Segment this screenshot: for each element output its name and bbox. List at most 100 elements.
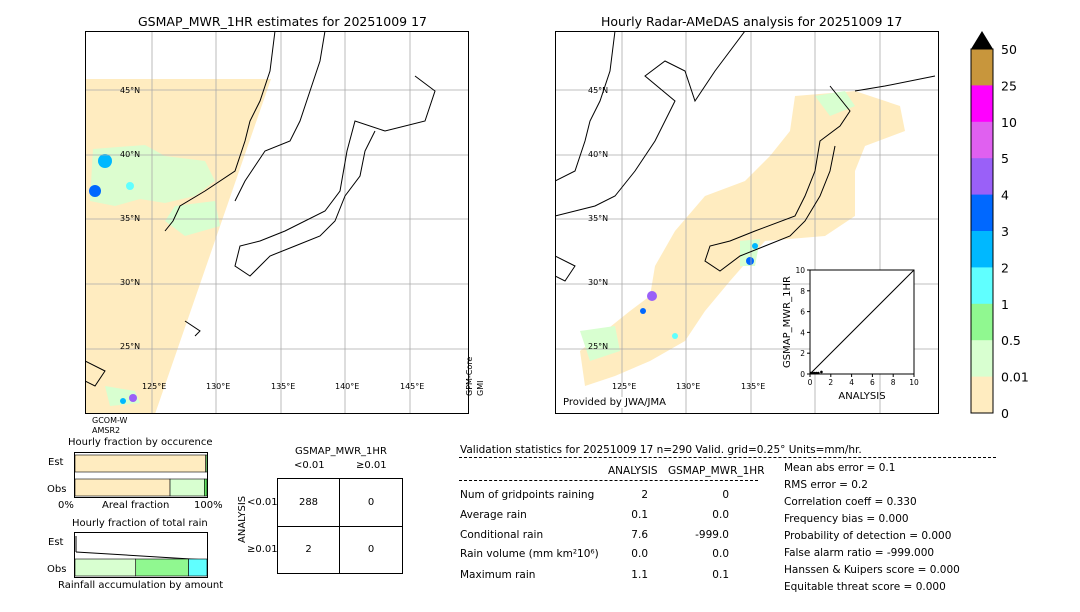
fraction-bar-segment bbox=[188, 558, 208, 577]
fraction-bar-segment bbox=[74, 558, 137, 577]
score-line: Frequency bias = 0.000 bbox=[784, 513, 909, 525]
score-line: False alarm ratio = -999.000 bbox=[784, 547, 935, 559]
validation-header: Validation statistics for 20251009 17 n=… bbox=[460, 444, 862, 456]
validation-col-gsmap: GSMAP_MWR_1HR bbox=[668, 465, 765, 477]
colorbar-swatch bbox=[971, 340, 993, 378]
totalrain-xlabel: Rainfall accumulation by amount bbox=[58, 580, 224, 591]
scatter-ytick-label: 8 bbox=[800, 287, 805, 296]
validation-row-gsmap: 0.0 bbox=[712, 509, 729, 521]
lon-label: 135°E bbox=[271, 382, 295, 391]
right-map-rain-patch bbox=[815, 91, 855, 116]
colorbar-label: 2 bbox=[1001, 260, 1009, 275]
left-map-title: GSMAP_MWR_1HR estimates for 20251009 17 bbox=[138, 14, 427, 29]
lon-label: 140°E bbox=[335, 382, 359, 391]
lat-label: 30°N bbox=[588, 278, 608, 287]
validation-row-analysis: 0.0 bbox=[631, 548, 648, 560]
fraction-bar-segment bbox=[169, 478, 205, 497]
validation-row-label: Average rain bbox=[460, 509, 527, 521]
scatter-point bbox=[814, 371, 818, 375]
right-map-rain-cell bbox=[640, 308, 646, 314]
data-credit: Provided by JWA/JMA bbox=[561, 397, 668, 408]
lat-label: 40°N bbox=[588, 150, 608, 159]
lon-label: 125°E bbox=[142, 382, 166, 391]
occurrence-xlabel: Areal fraction bbox=[102, 500, 170, 511]
scatter-point bbox=[817, 371, 820, 375]
validation-row-gsmap: 0.0 bbox=[712, 548, 729, 560]
colorbar-label: 10 bbox=[1001, 115, 1017, 130]
scatter-ytick-label: 4 bbox=[800, 328, 805, 337]
colorbar-label: 1 bbox=[1001, 297, 1009, 312]
left-map-rain-cell bbox=[129, 394, 137, 402]
validation-row-label: Maximum rain bbox=[460, 569, 536, 581]
right-map-rain-cell bbox=[752, 243, 758, 249]
left-map-rain-cell bbox=[89, 185, 101, 197]
score-line: Mean abs error = 0.1 bbox=[784, 462, 896, 474]
colorbar-label: 0 bbox=[1001, 406, 1009, 418]
validation-row-gsmap: 0.1 bbox=[712, 569, 729, 581]
right-map-rain-cell bbox=[672, 333, 678, 339]
lat-label: 25°N bbox=[120, 342, 140, 351]
validation-row-analysis: 1.1 bbox=[631, 569, 648, 581]
validation-col-analysis: ANALYSIS bbox=[608, 465, 658, 477]
left-map-rain-patch bbox=[90, 145, 215, 206]
occurrence-title: Hourly fraction by occurence bbox=[68, 437, 213, 448]
colorbar: 50 25 10 5 4 3 2 1 0.5 0.01 0 bbox=[970, 31, 1029, 418]
right-map-coverage bbox=[580, 91, 905, 386]
scatter-ytick-label: 10 bbox=[795, 266, 805, 275]
scatter-reference-line bbox=[809, 269, 915, 375]
colorbar-label: 3 bbox=[1001, 224, 1009, 239]
lon-label: 130°E bbox=[676, 382, 700, 391]
occurrence-bars bbox=[74, 452, 208, 498]
contingency-cell: 0 bbox=[367, 497, 375, 508]
colorbar-swatch bbox=[971, 158, 993, 196]
right-map-rain-patch bbox=[580, 326, 620, 361]
scatter-xlabel: ANALYSIS bbox=[838, 391, 885, 402]
scatter-xtick-label: 8 bbox=[891, 378, 896, 387]
fraction-bar-segment bbox=[74, 478, 171, 497]
right-map-rain-cell bbox=[647, 291, 657, 301]
colorbar-swatch bbox=[971, 121, 993, 159]
scatter-point bbox=[812, 371, 816, 375]
left-map: 45°N 40°N 35°N 30°N 25°N 125°E 130°E 135… bbox=[85, 31, 469, 414]
sensor-right-2: GMI bbox=[476, 380, 485, 396]
scatter-xtick-label: 2 bbox=[828, 378, 833, 387]
totalrain-est-label: Est bbox=[48, 537, 64, 548]
lat-label: 45°N bbox=[120, 86, 140, 95]
sensor-right-1: GPM-Core bbox=[465, 356, 474, 396]
scatter-plot: 0 2 4 6 8 10 0 2 4 6 8 10 ANALYSIS GSMAP_MWR_1HR bbox=[782, 266, 919, 402]
colorbar-label: 0.5 bbox=[1001, 333, 1021, 348]
left-map-rain-cell bbox=[120, 398, 126, 404]
totalrain-obs-label: Obs bbox=[47, 564, 67, 575]
sensor-left-1: GCOM-W bbox=[92, 416, 128, 425]
score-line: Equitable threat score = 0.000 bbox=[784, 581, 946, 593]
totalrain-title: Hourly fraction of total rain bbox=[72, 518, 208, 529]
colorbar-label: 25 bbox=[1001, 78, 1017, 93]
validation-row-gsmap: -999.0 bbox=[695, 529, 729, 541]
contingency-row-0: <0.01 bbox=[247, 497, 278, 508]
colorbar-swatch bbox=[971, 49, 993, 86]
validation-col-divider bbox=[459, 480, 758, 481]
validation-row-label: Conditional rain bbox=[460, 529, 544, 541]
colorbar-label: 0.01 bbox=[1001, 370, 1029, 385]
contingency-cell: 0 bbox=[367, 544, 375, 555]
contingency-cell: 288 bbox=[298, 497, 319, 508]
lat-label: 45°N bbox=[588, 86, 608, 95]
lat-label: 40°N bbox=[120, 150, 140, 159]
scatter-ylabel: GSMAP_MWR_1HR bbox=[782, 276, 793, 368]
contingency-title: GSMAP_MWR_1HR bbox=[295, 446, 387, 457]
validation-row-analysis: 2 bbox=[641, 489, 648, 501]
lat-label: 35°N bbox=[120, 214, 140, 223]
right-map-rain-cell bbox=[746, 257, 754, 265]
colorbar-swatch bbox=[971, 231, 993, 268]
scatter-point bbox=[820, 370, 823, 374]
lon-label: 145°E bbox=[400, 382, 424, 391]
colorbar-label: 50 bbox=[1001, 42, 1017, 57]
scatter-xtick-label: 6 bbox=[870, 378, 875, 387]
validation-row-label: Rain volume (mm km²10⁶) bbox=[460, 548, 599, 560]
left-map-rain-cell bbox=[126, 182, 134, 190]
totalrain-bars bbox=[74, 532, 208, 578]
validation-row-analysis: 7.6 bbox=[631, 529, 648, 541]
occurrence-obs-label: Obs bbox=[47, 484, 67, 495]
validation-row-analysis: 0.1 bbox=[631, 509, 648, 521]
colorbar-swatch bbox=[971, 303, 993, 341]
